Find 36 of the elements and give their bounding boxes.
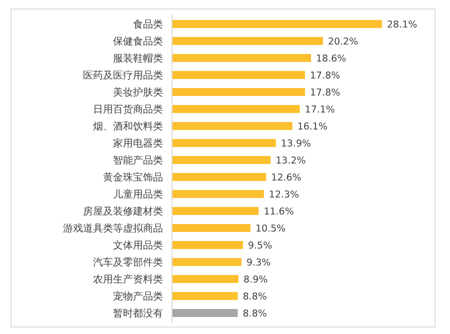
y-tick-label: 家用电器类 <box>113 138 163 150</box>
y-tick-label: 日用百货商品类 <box>93 104 163 116</box>
data-label: 28.1% <box>387 20 418 30</box>
data-label: 12.6% <box>271 172 302 184</box>
data-label: 13.2% <box>276 156 306 166</box>
y-tick-label: 农用生产资料类 <box>93 274 163 286</box>
y-tick-label: 文体用品类 <box>113 240 163 252</box>
y-tick-label: 儿童用品类 <box>113 188 163 200</box>
y-tick-label: 美妆护肤类 <box>113 86 163 98</box>
y-tick-label: 暂时都没有 <box>113 308 163 320</box>
data-label: 17.8% <box>310 70 340 82</box>
data-label: 8.8% <box>242 308 267 320</box>
y-tick-label: 保健食品类 <box>113 36 163 48</box>
data-label: 13.9% <box>280 138 312 150</box>
data-label: 10.5% <box>255 224 286 234</box>
data-label: 12.3% <box>268 190 300 200</box>
y-tick-label: 游戏道具类等虚拟商品 <box>63 222 163 234</box>
y-tick-label: 服装鞋帽类 <box>113 52 163 64</box>
y-tick-label: 智能产品类 <box>113 154 163 166</box>
y-tick-label: 汽车及零部件类 <box>93 256 163 268</box>
y-tick-label: 房屋及装修建材类 <box>83 206 163 218</box>
y-tick-label: 宠物产品类 <box>113 290 163 302</box>
y-tick-label: 食品类 <box>133 18 163 30</box>
data-label: 9.5% <box>248 240 272 252</box>
y-tick-label: 医药及医疗用品类 <box>83 70 163 82</box>
data-label: 17.1% <box>304 104 335 116</box>
data-label: 17.8% <box>310 88 340 98</box>
data-label: 11.6% <box>264 206 294 218</box>
data-label: 20.2% <box>328 36 358 48</box>
y-tick-label: 烟、酒和饮料类 <box>93 120 163 132</box>
data-label: 16.1% <box>297 122 328 132</box>
data-label: 8.9% <box>244 274 268 286</box>
data-label: 9.3% <box>246 258 271 268</box>
y-tick-label: 黄金珠宝饰品 <box>103 172 163 184</box>
data-label: 8.8% <box>242 292 267 302</box>
data-label: 18.6% <box>316 54 346 64</box>
